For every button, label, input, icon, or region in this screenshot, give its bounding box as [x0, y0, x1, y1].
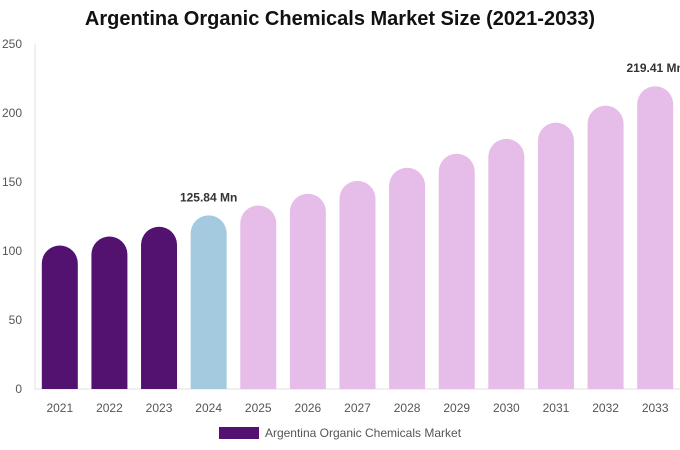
x-tick-label: 2033 — [642, 401, 669, 415]
x-tick-label: 2027 — [344, 401, 371, 415]
legend: Argentina Organic Chemicals Market — [0, 426, 680, 440]
x-tick-label: 2022 — [96, 401, 123, 415]
bar — [190, 215, 227, 389]
bar — [91, 236, 128, 389]
x-tick-label: 2029 — [443, 401, 470, 415]
x-tick-label: 2028 — [394, 401, 421, 415]
chart-title: Argentina Organic Chemicals Market Size … — [84, 8, 596, 30]
bar — [587, 105, 624, 389]
legend-label: Argentina Organic Chemicals Market — [264, 426, 462, 440]
bar — [537, 122, 574, 389]
bar — [637, 86, 674, 389]
x-tick-label: 2025 — [245, 401, 272, 415]
x-tick-label: 2031 — [543, 401, 570, 415]
y-tick-label: 200 — [2, 106, 22, 120]
data-label: 125.84 Mn — [180, 190, 237, 204]
y-tick-label: 0 — [15, 382, 22, 396]
y-tick-label: 250 — [2, 37, 22, 51]
bar — [240, 205, 277, 389]
x-tick-label: 2023 — [146, 401, 173, 415]
bar — [339, 180, 376, 389]
x-tick-label: 2026 — [295, 401, 322, 415]
bar — [41, 245, 78, 389]
x-tick-label: 2021 — [46, 401, 73, 415]
bar — [289, 193, 326, 389]
x-tick-label: 2030 — [493, 401, 520, 415]
legend-swatch — [218, 427, 259, 439]
bar — [438, 153, 475, 389]
data-label: 219.41 Mn — [627, 61, 680, 75]
y-tick-label: 150 — [2, 175, 22, 189]
x-tick-label: 2032 — [592, 401, 619, 415]
y-tick-label: 50 — [9, 313, 23, 327]
bar — [389, 167, 426, 389]
y-tick-label: 100 — [2, 244, 22, 258]
bar — [488, 138, 525, 389]
bar — [141, 226, 178, 389]
x-tick-label: 2024 — [195, 401, 222, 415]
